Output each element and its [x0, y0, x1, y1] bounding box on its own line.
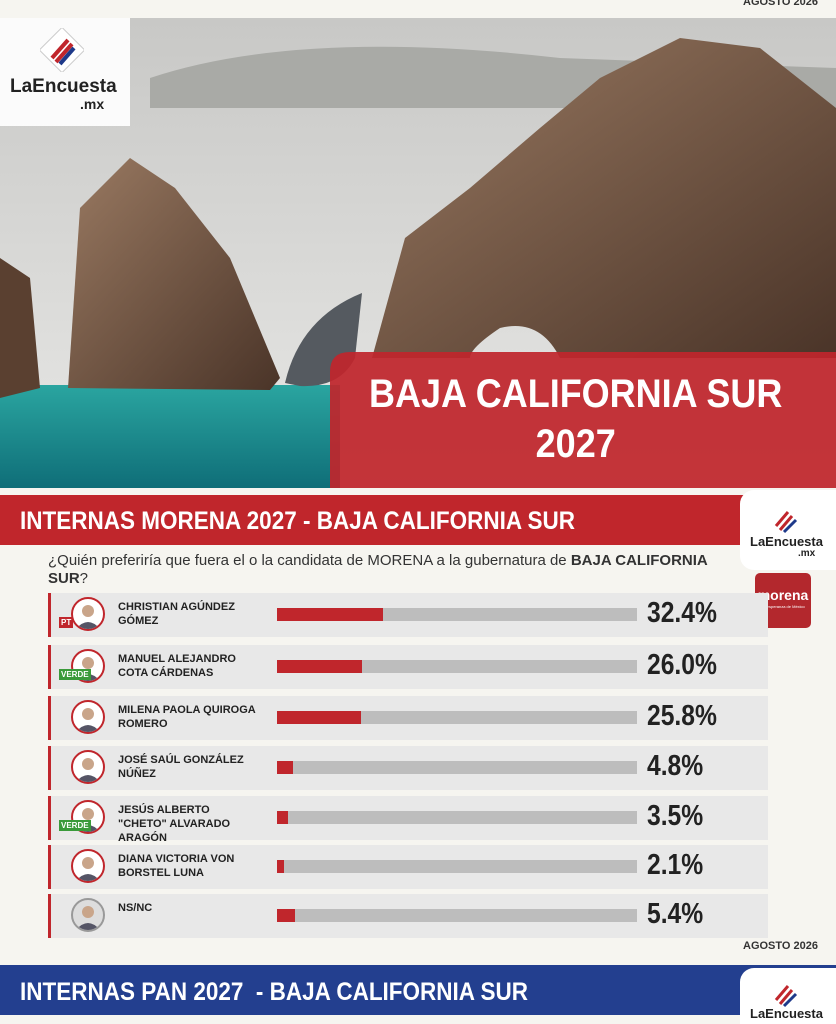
logo-icon [774, 511, 798, 534]
logo-name: LaEncuesta [750, 1006, 823, 1021]
bar-track [277, 608, 637, 621]
logo-box-small: LaEncuesta [740, 968, 836, 1024]
section-header [0, 495, 836, 545]
question-text: ¿Quién preferiría que fuera el o la cand… [48, 552, 571, 569]
section-title: INTERNAS MORENA 2027 - BAJA CALIFORNIA S… [20, 507, 576, 535]
banner-red [330, 352, 836, 488]
bar [277, 909, 295, 922]
logo-box-small: LaEncuesta .mx [740, 490, 836, 570]
top-date: AGOSTO 2026 [743, 0, 818, 8]
value-label: 4.8% [647, 750, 704, 782]
bar-row: DIANA VICTORIA VON BORSTEL LUNA 2.1% [48, 845, 768, 889]
category-label: MILENA PAOLA QUIROGA ROMERO [118, 704, 256, 730]
bar [277, 608, 384, 621]
logo-icon [774, 985, 798, 1008]
category-label: CHRISTIAN AGÚNDEZ GÓMEZ [118, 601, 235, 627]
bar-row: PT CHRISTIAN AGÚNDEZ GÓMEZ 32.4% [48, 593, 768, 637]
bar-row: NS/NC 5.4% [48, 894, 768, 938]
bar [277, 811, 289, 824]
avatar-icon [76, 857, 100, 881]
question: ¿Quién preferiría que fuera el o la cand… [48, 552, 728, 588]
next-section-header [0, 965, 836, 1015]
category-label: MANUEL ALEJANDRO COTA CÁRDENAS [118, 653, 236, 679]
bar-track [277, 711, 637, 724]
avatar [71, 849, 105, 883]
avatar [71, 597, 105, 631]
bar-track [277, 811, 637, 824]
value-label: 25.8% [647, 700, 717, 732]
next-section-title: INTERNAS PAN 2027 - BAJA CALIFORNIA SUR [20, 978, 528, 1006]
avatar [71, 700, 105, 734]
avatar-icon [76, 708, 100, 732]
bar-row: VERDE MANUEL ALEJANDRO COTA CÁRDENAS 26.0% [48, 645, 768, 689]
party-slogan: La esperanza de México [761, 604, 805, 609]
banner-photo [0, 18, 836, 488]
avatar-icon [76, 605, 100, 629]
banner-year: 2027 [535, 422, 616, 466]
bar-row: JOSÉ SAÚL GONZÁLEZ NÚÑEZ 4.8% [48, 746, 768, 790]
value-label: 2.1% [647, 849, 704, 881]
category-label: NS/NC [118, 902, 153, 914]
logo-suffix: .mx [798, 548, 816, 559]
logo-suffix: .mx [80, 96, 105, 112]
value-label: 5.4% [647, 898, 704, 930]
avatar [71, 750, 105, 784]
avatar [71, 898, 105, 932]
avatar-icon [76, 906, 100, 930]
value-label: 3.5% [647, 800, 704, 832]
logo-name: LaEncuesta [10, 76, 117, 97]
value-label: 26.0% [647, 649, 717, 681]
party-name: morena [757, 587, 809, 603]
logo-box: LaEncuesta .mx [0, 18, 130, 126]
category-label: DIANA VICTORIA VON BORSTEL LUNA [118, 853, 235, 879]
logo-name: LaEncuesta [750, 534, 823, 549]
category-label: JESÚS ALBERTO "CHETO" ALVARADO ARAGÓN [118, 804, 231, 844]
chart-date: AGOSTO 2026 [743, 940, 818, 952]
question-end: ? [79, 570, 89, 587]
party-badge: VERDE [59, 669, 91, 680]
banner-title: BAJA CALIFORNIA SUR [369, 372, 783, 416]
bar-track [277, 761, 637, 774]
bar-track [277, 860, 637, 873]
bar [277, 660, 363, 673]
value-label: 32.4% [647, 597, 717, 629]
bar-row: MILENA PAOLA QUIROGA ROMERO 25.8% [48, 696, 768, 740]
avatar-icon [76, 758, 100, 782]
party-badge: PT [59, 617, 74, 628]
party-badge: VERDE [59, 820, 91, 831]
question-bold: BAJA CALIFORNIA SUR [48, 552, 708, 587]
bar [277, 860, 284, 873]
bar-row: VERDE JESÚS ALBERTO "CHETO" ALVARADO ARAG… [48, 796, 768, 844]
bar-track [277, 909, 637, 922]
bar [277, 711, 362, 724]
category-label: JOSÉ SAÚL GONZÁLEZ NÚÑEZ [118, 754, 244, 780]
bar-track [277, 660, 637, 673]
logo-icon [40, 28, 84, 72]
bar [277, 761, 293, 774]
